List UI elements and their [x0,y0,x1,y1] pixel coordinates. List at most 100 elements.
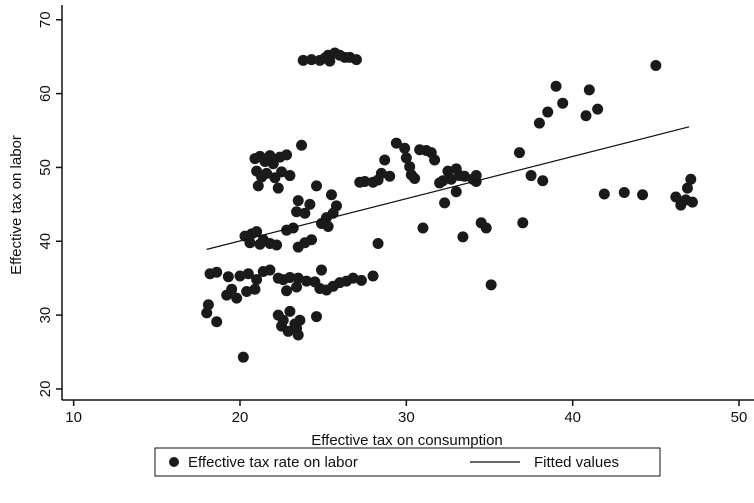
x-tick-label: 10 [65,409,82,426]
x-tick-label: 20 [232,409,249,426]
scatter-point [242,268,254,280]
scatter-point [480,222,492,234]
scatter-point [322,220,334,232]
scatter-point [311,311,323,323]
scatter-point [350,54,362,66]
scatter-point [359,175,371,187]
scatter-point [409,173,421,185]
scatter-point [292,195,304,207]
scatter-point [296,139,308,151]
x-tick-label: 40 [564,409,581,426]
scatter-point [251,274,263,286]
scatter-point [400,152,412,164]
scatter-point [685,173,697,185]
y-tick-label: 70 [37,11,54,28]
scatter-point [272,182,284,194]
scatter-point [450,186,462,198]
x-tick-label: 50 [731,409,748,426]
scatter-point [244,237,256,249]
scatter-point [367,270,379,282]
scatter-point [249,283,261,295]
scatter-point [292,241,304,253]
scatter-point [306,54,318,66]
scatter-point [417,222,429,234]
scatter-point [375,167,387,179]
scatter-point [211,316,223,328]
scatter-point [264,264,276,276]
scatter-point [316,264,327,276]
scatter-point [513,147,525,159]
scatter-point [429,154,441,166]
legend-box [154,447,661,477]
scatter-point [297,54,309,66]
scatter-point [291,322,303,334]
fitted-line [206,126,690,250]
scatter-point [241,285,253,297]
scatter-point [291,281,303,293]
scatter-point [325,189,337,201]
scatter-point [592,103,604,115]
scatter-point [399,142,411,154]
scatter-point [525,170,537,182]
scatter-point [355,274,367,286]
scatter-point [439,197,451,209]
scatter-point [234,270,246,282]
scatter-point [637,189,649,201]
scatter-point [670,191,682,203]
scatter-point [267,158,279,170]
legend-swatch [169,457,179,467]
y-tick-label: 50 [37,159,54,176]
scatter-point [537,175,549,187]
scatter-point [284,170,296,182]
scatter-point [517,217,529,229]
scatter-point [261,167,273,179]
x-tick-label: 30 [398,409,415,426]
scatter-point [292,272,304,284]
scatter-point [301,275,313,287]
scatter-point [322,49,334,61]
scatter-point [231,292,243,304]
y-tick-label: 20 [37,381,54,398]
scatter-point [284,305,296,317]
legend-label: Fitted values [534,454,619,471]
legend-label: Effective tax rate on labor [188,454,358,471]
scatter-point [445,173,457,185]
scatter-point [251,226,263,238]
scatter-point [542,106,554,118]
scatter-point [281,285,293,297]
scatter-point [271,239,283,251]
scatter-point [533,117,545,129]
scatter-point [282,325,294,337]
scatter-point [686,196,698,208]
scatter-point [390,137,402,149]
scatter-point [252,180,264,192]
scatter-point [580,110,592,122]
scatter-point [291,206,303,218]
scatter-point [459,170,471,182]
scatter-point [598,188,610,200]
scatter-point [299,207,311,219]
scatter-point [557,97,569,109]
scatter-point [618,187,630,199]
scatter-point [281,149,293,161]
scatter-point [202,299,214,311]
scatter-point [254,238,266,250]
scatter-point [457,231,469,243]
y-tick-label: 30 [37,307,54,324]
y-tick-label: 40 [37,233,54,250]
scatter-point [304,198,316,210]
scatter-point [583,84,595,96]
y-tick-label: 60 [37,85,54,102]
scatter-point [650,60,662,72]
scatter-point [311,180,323,192]
scatter-point [221,289,233,301]
scatter-point [276,166,288,178]
y-axis-title: Effective tax on labor [8,135,25,275]
scatter-point [379,154,391,166]
scatter-point [384,170,396,182]
scatter-point [437,175,449,187]
scatter-point [485,279,497,291]
scatter-point [222,271,234,283]
scatter-point [681,182,693,194]
